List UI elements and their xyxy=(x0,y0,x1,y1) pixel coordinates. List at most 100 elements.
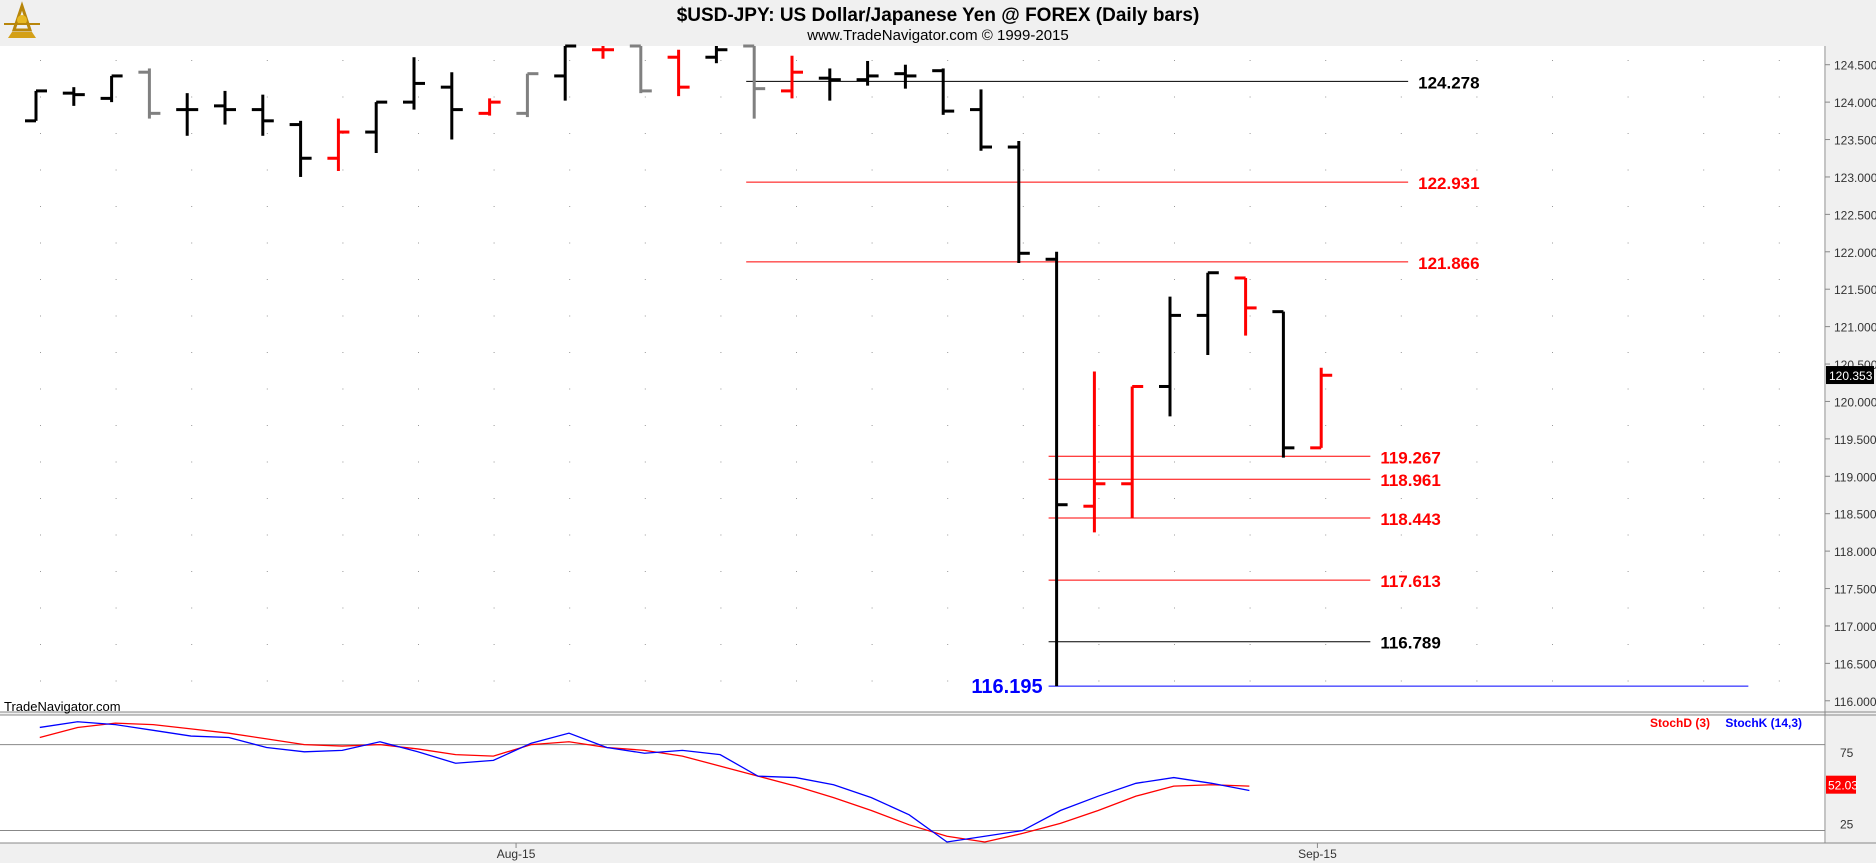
ohlc-bar xyxy=(894,64,917,89)
grid-dot xyxy=(947,242,949,244)
grid-dot xyxy=(1778,461,1780,463)
level-lines: 124.278 122.931 121.866 119.267 118.961 118.4… xyxy=(746,73,1749,698)
grid-dot xyxy=(1778,680,1780,682)
grid-dot xyxy=(1022,169,1024,171)
grid-dot xyxy=(1098,680,1100,682)
grid-dot xyxy=(266,315,268,317)
grid-dot xyxy=(1325,534,1327,536)
grid-dot xyxy=(342,461,344,463)
grid-dot xyxy=(1325,644,1327,645)
grid-dot xyxy=(418,534,419,536)
grid-dot xyxy=(1400,352,1402,353)
grid-dot xyxy=(1400,680,1402,682)
grid-dot xyxy=(266,498,268,499)
grid-dot xyxy=(720,571,722,572)
grid-dot xyxy=(1476,133,1478,134)
grid-dot xyxy=(1325,607,1327,609)
grid-dot xyxy=(569,279,571,280)
grid-dot xyxy=(871,644,873,645)
osc-series-line xyxy=(39,722,1250,843)
ohlc-bar xyxy=(1234,276,1257,336)
grid-dot xyxy=(644,279,646,280)
grid-dot xyxy=(1703,60,1705,61)
level-label: 124.278 xyxy=(1418,73,1479,92)
grid-dot xyxy=(644,571,646,572)
ohlc-bar xyxy=(100,74,123,103)
grid-dot xyxy=(1778,279,1780,280)
grid-dot xyxy=(796,60,797,61)
grid-dot xyxy=(1778,607,1780,609)
grid-dot xyxy=(1022,571,1024,572)
grid-dot xyxy=(644,242,646,244)
grid-dot xyxy=(266,388,268,390)
grid-dot xyxy=(1627,388,1629,390)
ohlc-bar xyxy=(1083,371,1106,533)
grid-dot xyxy=(796,279,797,280)
grid-dot xyxy=(569,425,571,426)
grid-dot xyxy=(1325,242,1327,244)
grid-dot xyxy=(342,388,344,390)
grid-dot xyxy=(1476,242,1478,244)
y-tick-label: 118.500 xyxy=(1834,508,1876,522)
grid-dot xyxy=(40,352,41,353)
grid-dot xyxy=(493,571,495,572)
grid-dot xyxy=(1022,279,1024,280)
grid-dot xyxy=(1552,133,1553,134)
grid-dot xyxy=(40,571,41,572)
grid-dot xyxy=(493,388,495,390)
grid-dot xyxy=(493,534,495,536)
ohlc-bar xyxy=(251,94,274,136)
grid-dot xyxy=(1552,206,1553,207)
grid-dot xyxy=(1400,498,1402,499)
grid-dot xyxy=(720,425,722,426)
grid-dot xyxy=(493,96,495,98)
grid-dot xyxy=(1476,315,1478,317)
grid-dot xyxy=(1098,352,1100,353)
grid-dot xyxy=(644,425,646,426)
grid-dot xyxy=(1627,315,1629,317)
grid-dot xyxy=(1552,644,1553,645)
grid-dot xyxy=(1476,498,1478,499)
grid-dot xyxy=(871,96,873,98)
grid-dot xyxy=(418,388,419,390)
grid-dot xyxy=(1249,388,1251,390)
grid-dot xyxy=(342,279,344,280)
grid-dot xyxy=(1174,644,1175,645)
y-tick-label: 122.500 xyxy=(1834,208,1876,222)
legend-stochd: StochD (3) xyxy=(1650,716,1710,730)
grid-dot xyxy=(947,169,949,171)
grid-dot xyxy=(1476,388,1478,390)
grid-dot xyxy=(1400,96,1402,98)
grid-dot xyxy=(1098,315,1100,317)
grid-dot xyxy=(1022,60,1024,61)
grid-dot xyxy=(720,352,722,353)
grid-dot xyxy=(720,242,722,244)
grid-dot xyxy=(1249,680,1251,682)
grid-dot xyxy=(1098,169,1100,171)
ohlc-bar xyxy=(214,90,236,125)
grid-dot xyxy=(191,96,193,98)
grid-dot xyxy=(1249,461,1251,463)
grid-dot xyxy=(1325,352,1327,353)
grid-dot xyxy=(342,242,344,244)
grid-dot xyxy=(115,680,117,682)
grid-dot xyxy=(40,133,41,134)
grid-dot xyxy=(796,388,797,390)
grid-dot xyxy=(1778,133,1780,134)
grid-dot xyxy=(569,571,571,572)
grid-dot xyxy=(947,96,949,98)
grid-dot xyxy=(1778,242,1780,244)
grid-dot xyxy=(191,133,193,134)
grid-dot xyxy=(796,644,797,645)
grid-dot xyxy=(191,169,193,171)
ohlc-bar xyxy=(743,44,766,119)
grid-dot xyxy=(1022,607,1024,609)
ohlc-bar xyxy=(932,68,955,115)
grid-dot xyxy=(796,425,797,426)
ohlc-bar xyxy=(62,87,85,106)
grid-dot xyxy=(1627,133,1629,134)
grid-dot xyxy=(191,680,193,682)
grid-dot xyxy=(1627,680,1629,682)
grid-dot xyxy=(191,242,193,244)
ohlc-bar xyxy=(138,68,161,119)
